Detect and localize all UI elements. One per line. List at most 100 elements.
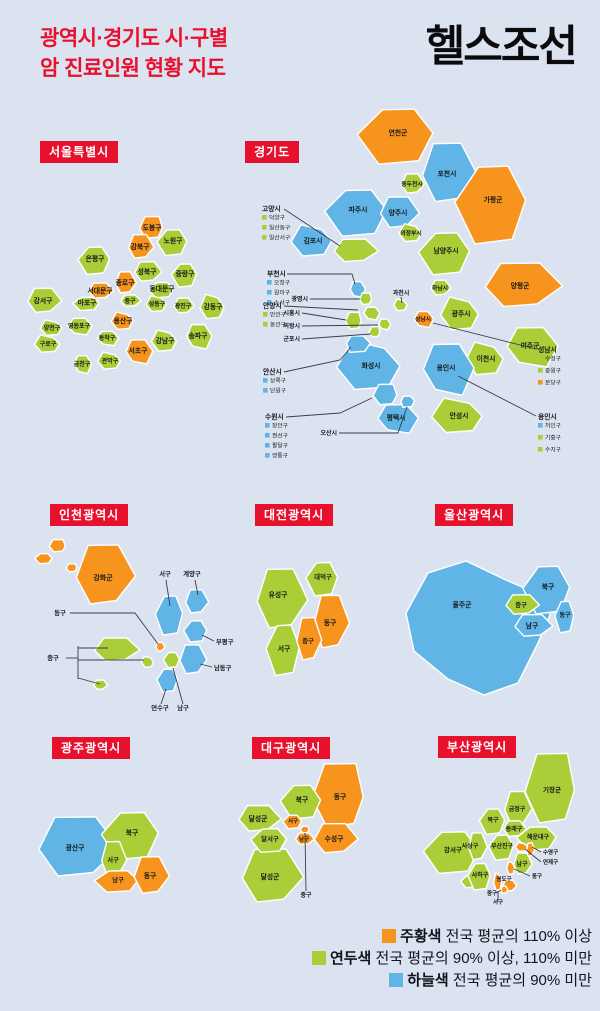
- map-region: [256, 568, 309, 629]
- map-region: [120, 294, 142, 308]
- region-label: 가평군: [484, 195, 504, 204]
- region-label: 중구: [300, 891, 312, 899]
- region-label: 동구: [324, 619, 337, 627]
- district-swatch: [538, 368, 543, 373]
- district-swatch: [262, 235, 267, 240]
- badge-ulsan: 울산광역시: [435, 504, 514, 526]
- map-region: [150, 329, 178, 352]
- region-label: 남구: [112, 875, 124, 884]
- region-label: 서구: [493, 898, 503, 906]
- legend-term: 하늘색: [407, 972, 449, 989]
- map-region: [96, 351, 122, 370]
- region-label: 군포시: [283, 335, 300, 343]
- region-label: 동구: [54, 609, 66, 617]
- region-label: 중랑구: [176, 269, 196, 278]
- district-swatch: [263, 378, 268, 383]
- region-label: 화성시: [362, 361, 381, 370]
- district-label: 일산서구: [269, 234, 291, 242]
- map-region: [356, 108, 434, 165]
- district-swatch: [538, 356, 543, 361]
- leader-line: [400, 296, 403, 304]
- region-label: 성남시: [538, 345, 557, 354]
- district-swatch: [538, 447, 543, 452]
- leader-line: [70, 612, 159, 645]
- healthchosun-logo: 헬스조선: [425, 23, 578, 71]
- badge-daegu: 대구광역시: [252, 737, 331, 759]
- map-region: [514, 613, 554, 637]
- region-label: 성북구: [138, 267, 158, 276]
- map-region: [313, 594, 351, 649]
- legend-desc: 전국 평균의 90% 미만: [452, 972, 592, 989]
- region-label: 평택시: [387, 413, 406, 422]
- map-region: [358, 292, 373, 306]
- region-label: 의왕시: [283, 322, 300, 330]
- region-label: 종로구: [116, 279, 136, 287]
- map-region: [290, 224, 333, 257]
- map-region: [430, 279, 452, 296]
- region-label: 남구: [299, 835, 309, 843]
- region-label: 서구: [159, 569, 171, 578]
- region-label: 동구: [144, 872, 157, 880]
- region-label: 서초구: [129, 346, 149, 355]
- leader-line: [531, 846, 542, 853]
- district-label: 영통구: [272, 452, 289, 460]
- leader-line: [339, 406, 408, 434]
- region-label: 부산진구: [491, 842, 514, 850]
- legend-swatch-green: [311, 951, 326, 965]
- map-region: [393, 298, 408, 312]
- region-label: 부평구: [216, 637, 234, 646]
- region-label: 의정부시: [400, 229, 421, 237]
- region-label: 강남구: [156, 336, 176, 345]
- map-region: [430, 397, 483, 434]
- district-label: 중원구: [545, 367, 562, 375]
- map-region: [372, 383, 398, 406]
- district-label: 일산동구: [269, 224, 291, 232]
- region-label: 광주시: [452, 309, 471, 318]
- map-region: [505, 860, 516, 876]
- badge-incheon: 인천광역시: [50, 504, 129, 526]
- map-region: [465, 341, 504, 376]
- region-label: 광산구: [66, 843, 86, 852]
- region-label: 중구: [302, 637, 314, 645]
- map-region: [282, 814, 303, 830]
- region-label: 강동구: [204, 302, 224, 311]
- region-label: 동구: [559, 611, 571, 619]
- map-region: [514, 841, 529, 853]
- district-label: 원미구: [274, 289, 291, 297]
- region-label: 성동구: [149, 300, 166, 308]
- page-title: 광역시·경기도 시·구별 암 진료인원 현황 지도: [40, 24, 228, 85]
- region-label: 서구: [288, 817, 298, 825]
- district-swatch: [263, 312, 268, 317]
- region-label: 강서구: [444, 845, 462, 854]
- map-region: [134, 261, 163, 282]
- district-label: 소사구: [274, 299, 291, 307]
- map-region: [185, 323, 213, 350]
- map-region: [179, 644, 208, 675]
- map-region: [154, 595, 184, 636]
- leader-line: [432, 322, 537, 350]
- map-region: [155, 641, 166, 652]
- region-label: 중구: [124, 297, 136, 305]
- map-region: [33, 552, 53, 565]
- map-region: [344, 311, 362, 330]
- legend-term: 주황색: [400, 928, 442, 945]
- leader-line: [457, 375, 537, 417]
- region-label: 수영구: [543, 848, 558, 856]
- region-label: 중구: [47, 654, 59, 662]
- map-region: [114, 271, 138, 294]
- badge-daejeon: 대전광역시: [255, 504, 334, 526]
- map-region: [368, 325, 381, 338]
- leader-line: [495, 889, 502, 894]
- leader-line: [285, 397, 373, 418]
- map-region: [454, 165, 527, 245]
- region-label: 부천시: [267, 269, 286, 278]
- district-swatch: [267, 290, 272, 295]
- region-label: 서대문구: [87, 286, 113, 295]
- region-label: 남양주시: [433, 246, 458, 255]
- region-label: 동작구: [99, 334, 116, 342]
- map-region: [506, 326, 559, 368]
- map-region: [296, 616, 323, 661]
